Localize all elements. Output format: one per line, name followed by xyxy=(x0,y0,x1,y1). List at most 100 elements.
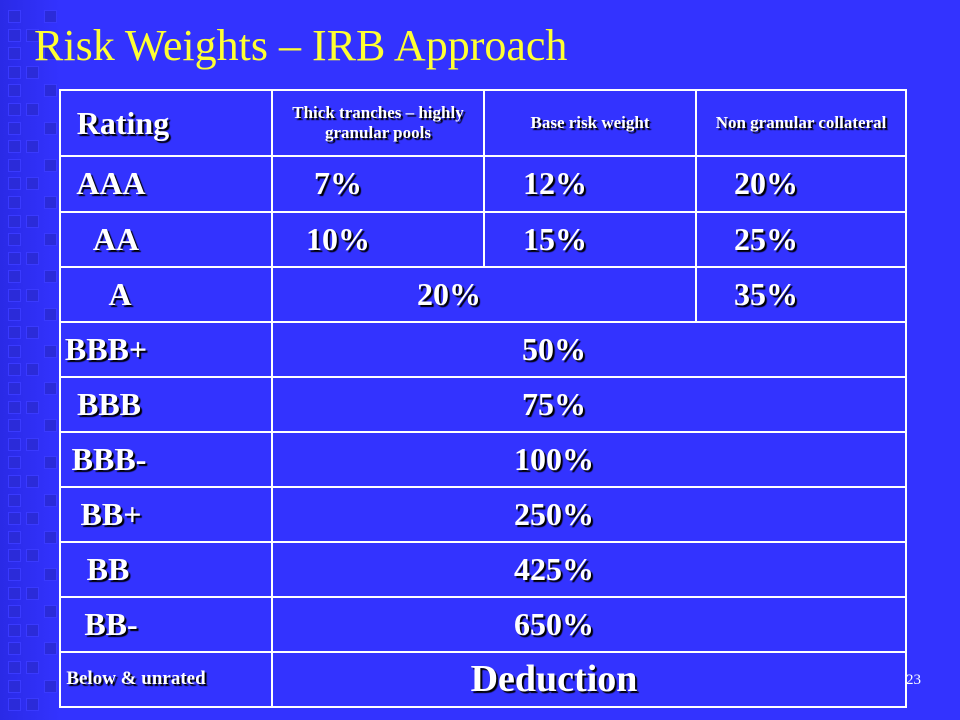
risk-weights-table: Rating Thick tranches – highly granular … xyxy=(59,88,907,709)
decorative-square xyxy=(44,530,57,544)
value-cell-merged: 100% xyxy=(271,430,907,488)
decorative-square xyxy=(8,475,21,488)
decorative-square xyxy=(8,419,21,433)
header-base-risk-weight-label: Base risk weight xyxy=(530,113,650,133)
value-cell: 12% xyxy=(483,155,697,213)
value-thick: 7% xyxy=(314,165,362,202)
value-cell-merged: 75% xyxy=(271,375,907,433)
decorative-square xyxy=(8,103,21,116)
table-row: BB 425% xyxy=(59,540,907,598)
rating-cell: AA xyxy=(59,210,273,268)
decorative-square xyxy=(26,326,39,340)
decorative-square xyxy=(26,549,39,563)
decorative-square xyxy=(44,47,57,61)
value-base: 15% xyxy=(523,220,587,257)
value-base: 12% xyxy=(523,165,587,202)
header-non-granular-label: Non granular collateral xyxy=(715,113,887,133)
decorative-square xyxy=(44,605,57,619)
value-thick: 10% xyxy=(306,220,370,257)
header-rating: Rating xyxy=(59,88,273,158)
decorative-square xyxy=(8,158,21,172)
header-non-granular: Non granular collateral xyxy=(695,88,907,158)
rating-label: AAA xyxy=(76,165,146,202)
decorative-square xyxy=(8,549,21,563)
decorative-square xyxy=(44,642,57,656)
decorative-square xyxy=(26,28,39,42)
rating-label: BBB- xyxy=(71,440,147,477)
decorative-square xyxy=(26,103,39,116)
decorative-square-pattern xyxy=(0,0,60,720)
decorative-square xyxy=(26,289,39,302)
value-cell-merged: 425% xyxy=(271,540,907,598)
table-row: Below & unrated Deduction xyxy=(59,650,907,709)
decorative-square xyxy=(8,196,21,209)
decorative-square xyxy=(26,512,39,526)
decorative-square xyxy=(44,196,57,209)
decorative-square xyxy=(26,698,39,712)
decorative-square xyxy=(8,289,21,302)
rating-label: Below & unrated xyxy=(66,668,206,690)
value-cell-merged: 650% xyxy=(271,595,907,653)
value-all: 250% xyxy=(514,495,594,532)
rating-label: BB xyxy=(86,550,130,587)
decorative-square xyxy=(8,214,21,228)
table-header-row: Rating Thick tranches – highly granular … xyxy=(59,88,907,158)
value-cell: 7% xyxy=(271,155,485,213)
decorative-square xyxy=(26,623,39,637)
decorative-square xyxy=(44,493,57,507)
decorative-square xyxy=(8,586,21,600)
value-thick-and-base: 20% xyxy=(417,275,481,312)
value-cell: 20% xyxy=(695,155,907,213)
rating-label: A xyxy=(108,275,132,312)
rating-label: BB+ xyxy=(80,495,142,532)
table-row: AA 10% 15% 25% xyxy=(59,210,907,268)
table-row: BBB 75% xyxy=(59,375,907,433)
decorative-square xyxy=(8,65,21,79)
decorative-square xyxy=(8,363,21,377)
value-cell-merged: 20% xyxy=(271,265,697,323)
table-row: BBB+ 50% xyxy=(59,320,907,378)
decorative-square xyxy=(44,344,57,358)
rating-label: BB- xyxy=(84,605,138,642)
decorative-square xyxy=(8,679,21,693)
decorative-square xyxy=(44,121,57,135)
decorative-square xyxy=(8,326,21,340)
decorative-square xyxy=(44,84,57,98)
value-cell-merged: 50% xyxy=(271,320,907,378)
rating-cell: BB xyxy=(59,540,273,598)
header-thick-tranches-label: Thick tranches – highly granular pools xyxy=(292,103,464,143)
rating-label: BBB xyxy=(76,385,142,422)
decorative-square xyxy=(8,177,21,191)
value-all: 75% xyxy=(522,385,586,422)
rating-cell: BB+ xyxy=(59,485,273,543)
rating-label: AA xyxy=(92,220,140,257)
rating-cell: BBB xyxy=(59,375,273,433)
decorative-square xyxy=(8,307,21,321)
value-all: 425% xyxy=(514,550,594,587)
value-cell: 15% xyxy=(483,210,697,268)
decorative-square xyxy=(26,475,39,488)
value-cell: 35% xyxy=(695,265,907,323)
decorative-square xyxy=(26,400,39,414)
decorative-square xyxy=(44,456,57,470)
decorative-square xyxy=(44,270,57,284)
value-non-granular: 20% xyxy=(734,165,798,202)
decorative-square xyxy=(8,437,21,451)
header-rating-label: Rating xyxy=(76,104,170,141)
decorative-square xyxy=(26,437,39,451)
value-cell: 10% xyxy=(271,210,485,268)
rating-cell: A xyxy=(59,265,273,323)
decorative-square xyxy=(8,568,21,581)
rating-cell: BBB+ xyxy=(59,320,273,378)
table-row: BB- 650% xyxy=(59,595,907,653)
decorative-square xyxy=(8,456,21,470)
decorative-square xyxy=(8,661,21,674)
decorative-square xyxy=(8,84,21,98)
value-non-granular: 35% xyxy=(734,275,798,312)
decorative-square xyxy=(26,251,39,265)
value-cell: 25% xyxy=(695,210,907,268)
slide-title: Risk Weights – IRB Approach xyxy=(34,21,568,70)
slide-number: 23 xyxy=(906,672,921,688)
decorative-square xyxy=(26,214,39,228)
value-all: 50% xyxy=(522,330,586,367)
